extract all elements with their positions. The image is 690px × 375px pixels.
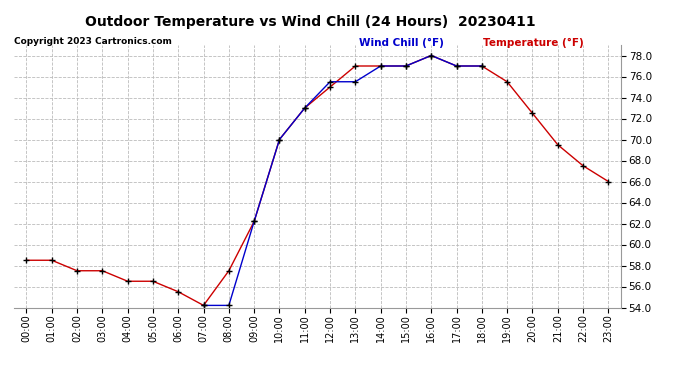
- Text: Outdoor Temperature vs Wind Chill (24 Hours)  20230411: Outdoor Temperature vs Wind Chill (24 Ho…: [85, 15, 536, 29]
- Text: Wind Chill (°F): Wind Chill (°F): [359, 38, 444, 48]
- Text: Copyright 2023 Cartronics.com: Copyright 2023 Cartronics.com: [14, 38, 172, 46]
- Text: Temperature (°F): Temperature (°F): [483, 38, 584, 48]
